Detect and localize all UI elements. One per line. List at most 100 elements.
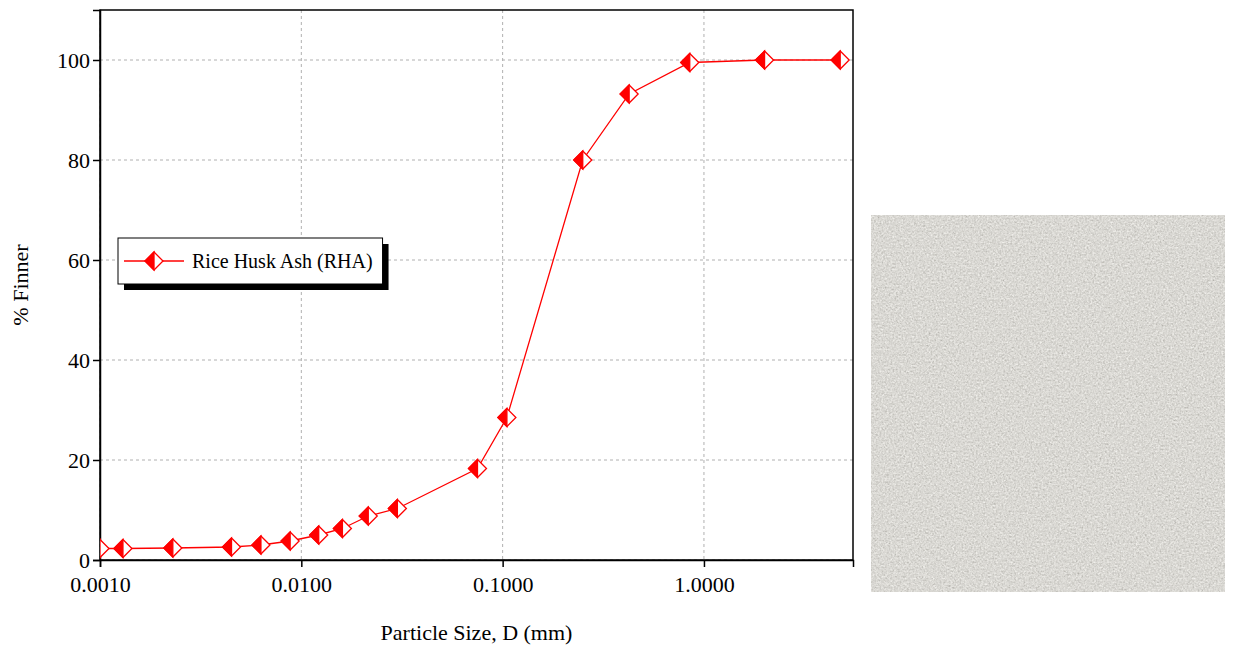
photo-texture [871,215,1225,592]
marker-half-fill [388,500,397,518]
marker-half-fill [114,540,123,558]
y-tick-label: 20 [68,448,90,473]
marker-half-fill [223,538,232,556]
data-point [681,54,699,72]
x-tick-mark [704,560,706,567]
x-axis-title: Particle Size, D (mm) [381,620,573,645]
marker-half-fill [756,51,765,69]
chart: 0.0010 0.0100 0.1000 1.0000 0 20 40 60 80 100 Part… [0,0,1233,660]
x-tick-label: 1.0000 [674,572,735,597]
marker-outline [310,526,328,544]
grid [100,10,853,560]
data-point [100,540,109,558]
marker-outline [359,507,377,525]
y-tick-label: 40 [68,348,90,373]
y-tick-mark [93,60,100,62]
x-tick: 0.0100 [272,560,333,597]
data-point [114,540,132,558]
y-tick-mark [93,560,100,562]
y-tick: 0 [79,548,100,573]
marker-outline [574,151,592,169]
marker-half-fill [574,151,583,169]
x-tick: 1.0000 [674,560,735,597]
y-axis-title: % Finner [8,244,33,326]
grid-line-y [100,160,853,161]
marker-outline [620,85,638,103]
y-axis-line [93,11,101,561]
legend: Rice Husk Ash (RHA) [118,238,389,290]
data-point [252,536,270,554]
y-tick: 20 [68,448,100,473]
data-point [333,520,351,538]
sample-photo [871,215,1225,592]
y-tick-label: 80 [68,148,90,173]
legend-label: Rice Husk Ash (RHA) [192,250,373,273]
x-tick: 0.1000 [473,560,534,597]
data-point [223,538,241,556]
data-point [831,51,849,69]
plot-area [100,51,849,558]
x-tick-label: 0.0100 [272,572,333,597]
marker-outline [498,409,516,427]
marker-outline [388,500,406,518]
x-axis-line [101,561,854,568]
data-point [756,51,774,69]
marker-outline [100,540,109,558]
y-tick: 80 [68,148,100,173]
marker-half-fill [498,409,507,427]
legend-box [118,238,383,284]
marker-half-fill [252,536,261,554]
marker-outline [681,54,699,72]
marker-outline [333,520,351,538]
marker-outline [468,460,486,478]
marker-outline [164,539,182,557]
x-tick-label: 0.0010 [70,572,131,597]
marker-half-fill [468,460,477,478]
data-point [498,409,516,427]
plot-frame [100,10,853,560]
data-point [468,460,486,478]
y-tick-mark [93,460,100,462]
data-point [281,532,299,550]
y-tick-label: 0 [79,548,90,573]
marker-half-fill [620,85,629,103]
marker-half-fill [681,54,690,72]
y-tick-label: 60 [68,248,90,273]
y-tick: 100 [57,48,100,73]
legend-marker [145,252,163,270]
marker-half-fill [359,507,368,525]
data-point [620,85,638,103]
series-line [100,60,840,549]
marker-half-fill [333,520,342,538]
grid-line-x [502,10,503,560]
marker-outline [281,532,299,550]
photo-background [871,215,1225,592]
data-point [310,526,328,544]
marker-half-fill [164,539,173,557]
data-point [359,507,377,525]
marker-half-fill [145,252,154,270]
data-point [574,151,592,169]
marker-outline [114,540,132,558]
marker-outline [223,538,241,556]
marker-outline [252,536,270,554]
x-axis: 0.0010 0.0100 0.1000 1.0000 [70,560,853,597]
grid-line-x [703,10,704,560]
x-tick-mark [301,560,303,567]
marker-half-fill [310,526,319,544]
marker-outline [831,51,849,69]
marker-outline [145,252,163,270]
marker-half-fill [281,532,290,550]
x-tick-label: 0.1000 [473,572,534,597]
y-tick-mark [93,260,100,262]
y-tick-mark [93,160,100,162]
y-tick: 60 [68,248,100,273]
y-tick: 40 [68,348,100,373]
marker-outline [756,51,774,69]
y-tick-mark [93,360,100,362]
x-tick-mark [502,560,504,567]
data-point [388,500,406,518]
y-tick-label: 100 [57,48,90,73]
data-point [164,539,182,557]
y-axis: 0 20 40 60 80 100 [57,11,101,573]
